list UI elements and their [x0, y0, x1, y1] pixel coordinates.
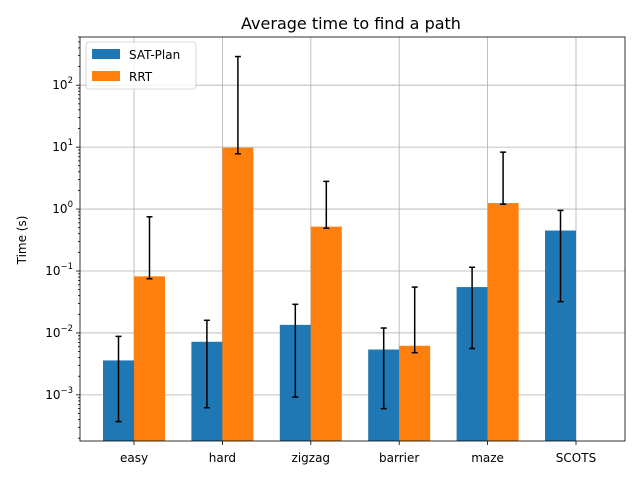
x-tick-label-maze: maze — [471, 451, 504, 465]
error-bar-sat-plan-zigzag — [292, 303, 299, 398]
bar-rrt-zigzag — [310, 226, 342, 441]
y-tick-label: 102 — [52, 76, 73, 92]
error-bars — [115, 55, 564, 423]
bar-rrt-hard — [222, 147, 254, 441]
legend-swatch-sat-plan — [92, 49, 120, 59]
x-tick-label-easy: easy — [120, 451, 148, 465]
x-tick-label-hard: hard — [209, 451, 236, 465]
error-bar-rrt-hard — [234, 55, 241, 155]
error-bar-sat-plan-scots — [557, 209, 564, 303]
x-tick-label-scots: SCOTS — [556, 451, 596, 465]
error-bar-rrt-zigzag — [323, 180, 330, 230]
chart-title: Average time to find a path — [241, 14, 461, 33]
x-axis-ticks: easy hard zigzag barrier maze SCOTS — [120, 441, 596, 465]
y-tick-label: 101 — [52, 138, 73, 154]
legend-label-rrt: RRT — [129, 70, 153, 84]
bar-rrt-easy — [134, 276, 165, 441]
error-bar-rrt-barrier — [411, 286, 418, 354]
legend: SAT-Plan RRT — [85, 41, 197, 90]
bar-rrt-maze — [487, 203, 519, 441]
y-tick-label: 100 — [52, 200, 73, 216]
x-tick-label-zigzag: zigzag — [292, 451, 331, 465]
x-tick-label-barrier: barrier — [379, 451, 419, 465]
y-axis-ticks: 10−3 10−2 10−1 100 101 102 — [45, 36, 80, 439]
legend-label-sat-plan: SAT-Plan — [129, 48, 180, 62]
y-tick-label: 10−2 — [45, 324, 73, 340]
legend-swatch-rrt — [92, 71, 120, 81]
plot-area-frame — [79, 36, 626, 442]
bar-rrt-barrier — [399, 345, 431, 441]
error-bar-sat-plan-easy — [115, 335, 122, 423]
error-bar-sat-plan-barrier — [380, 327, 387, 410]
y-axis-label: Time (s) — [15, 216, 29, 266]
y-tick-label: 10−1 — [45, 262, 73, 278]
error-bar-sat-plan-maze — [469, 266, 476, 350]
y-tick-label: 10−3 — [45, 386, 73, 402]
bars — [103, 147, 576, 441]
error-bar-sat-plan-hard — [203, 319, 210, 409]
error-bar-rrt-maze — [500, 151, 507, 205]
error-bar-rrt-easy — [146, 216, 153, 280]
